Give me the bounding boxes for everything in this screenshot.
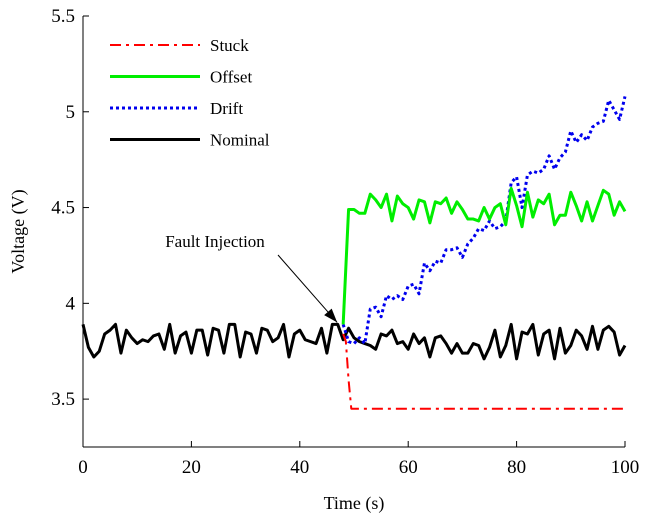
legend-label-stuck: Stuck — [210, 36, 249, 55]
x-tick-label: 20 — [182, 457, 201, 478]
x-tick-label: 100 — [611, 457, 640, 478]
legend-label-nominal: Nominal — [210, 131, 270, 150]
series-layer — [81, 96, 627, 410]
axes-layer: 3.5 4 4.5 5 5.5 0 20 40 60 80 100 — [51, 6, 639, 478]
series-line-drift — [341, 96, 627, 346]
x-axis-label: Time (s) — [324, 493, 385, 514]
x-tick-label: 0 — [78, 457, 88, 478]
label-layer: Time (s) Voltage (V) — [8, 189, 384, 514]
y-tick-label: 5 — [66, 102, 76, 123]
series-line-nominal — [81, 322, 627, 361]
legend-label-drift: Drift — [210, 99, 243, 118]
series-line-offset — [341, 186, 627, 325]
legend-layer: Stuck Offset Drift Nominal — [110, 36, 270, 150]
annotation-arrow-head — [324, 308, 338, 323]
y-tick-label: 4.5 — [51, 198, 75, 219]
legend-label-offset: Offset — [210, 68, 252, 87]
x-tick-label: 80 — [507, 457, 526, 478]
y-axis-label: Voltage (V) — [8, 189, 29, 273]
annotation-layer: Fault Injection — [165, 232, 338, 323]
x-tick-label: 40 — [290, 457, 309, 478]
y-tick-label: 5.5 — [51, 6, 75, 27]
y-tick-label: 3.5 — [51, 389, 75, 410]
y-tick-label: 4 — [66, 293, 76, 314]
annotation-text: Fault Injection — [165, 232, 265, 251]
annotation-arrow-line — [277, 254, 338, 323]
x-tick-label: 60 — [399, 457, 418, 478]
series-line-stuck — [342, 333, 625, 410]
